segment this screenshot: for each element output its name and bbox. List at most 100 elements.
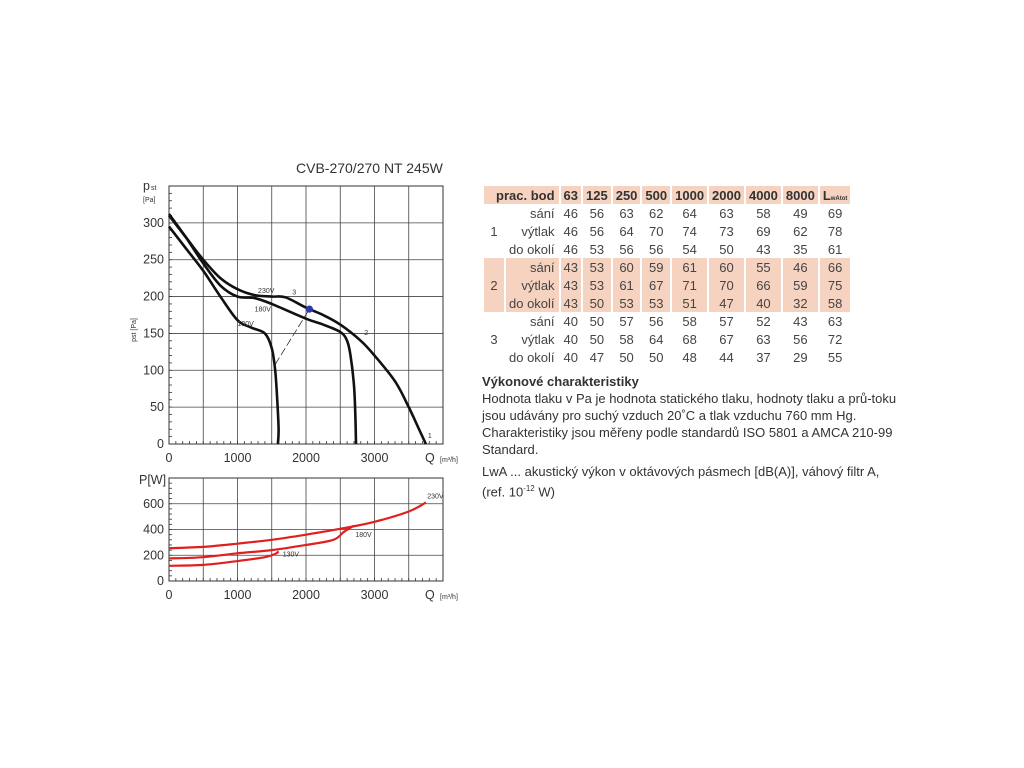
header-freq-125: 125 (583, 186, 611, 204)
table-cell: 46 (563, 223, 579, 239)
operating-point-marker (305, 305, 314, 313)
power-x-unit: [m³/h] (440, 594, 458, 601)
lw-main: L (822, 187, 831, 203)
table-row: do okolí 46 53 56 56 54 50 43 35 61 (484, 240, 850, 258)
table-cell: 68 (682, 331, 697, 347)
table-cell: 71 (672, 276, 708, 294)
table-cell: 50 (589, 313, 605, 329)
power-y-tick-label: 600 (143, 497, 164, 511)
pressure-curve-annotation: 180V (255, 306, 272, 313)
table-cell: 66 (819, 258, 851, 276)
pressure-curve-annotation: 1 (428, 433, 432, 440)
table-cell: 54 (682, 241, 697, 257)
table-cell: 60 (709, 258, 744, 276)
pressure-curve-annotation: 3 (292, 289, 296, 296)
table-cell: 56 (649, 313, 664, 329)
table-cell: 43 (560, 294, 582, 312)
table-cell: 43 (756, 241, 771, 257)
header-freq-250: 250 (612, 186, 641, 204)
row-label: do okolí (506, 294, 559, 312)
power-x-tick-label: 0 (166, 588, 173, 602)
table-cell: 73 (719, 223, 734, 239)
header-lwatot: LwAtot (819, 186, 851, 204)
table-cell: 40 (563, 313, 579, 329)
table-cell: 57 (619, 313, 634, 329)
power-y-tick-label: 400 (143, 523, 164, 537)
power-x-label: Q (425, 588, 435, 602)
power-curve-annotation: 230V (427, 494, 444, 501)
row-label: sání (529, 313, 555, 329)
power-curve-annotation: 180V (355, 532, 372, 539)
pressure-x-label: Q (425, 451, 435, 465)
power-x-tick-label: 1000 (224, 588, 252, 602)
table-cell: 50 (719, 241, 734, 257)
table-cell: 53 (612, 294, 641, 312)
pressure-x-tick-label: 3000 (361, 451, 389, 465)
table-header-row: prac. bod 63 125 250 500 1000 2000 4000 8000 LwAt… (484, 186, 851, 204)
pressure-y-label-sub: st (151, 185, 157, 192)
table-cell: 67 (642, 276, 671, 294)
pressure-y-tick-label: 300 (143, 216, 164, 230)
table-cell: 55 (827, 349, 843, 365)
group-id: 1 (490, 223, 498, 239)
table-cell: 66 (745, 276, 781, 294)
pressure-y-tick-label: 50 (150, 400, 164, 414)
notes: Výkonové charakteristiky Hodnota tlaku v… (482, 373, 902, 505)
table-cell: 56 (649, 241, 664, 257)
table-cell: 59 (642, 258, 671, 276)
pressure-curve-230v (167, 214, 428, 445)
table-cell: 60 (612, 258, 641, 276)
table-cell: 64 (619, 223, 634, 239)
table-cell: 50 (589, 331, 605, 347)
table-cell: 50 (649, 349, 664, 365)
table-cell: 43 (793, 313, 808, 329)
table-cell: 64 (682, 205, 697, 221)
notes-paragraph-2: LwA ... akustický výkon v oktávových pás… (482, 463, 902, 500)
table-cell: 58 (819, 294, 851, 312)
header-freq-63: 63 (560, 186, 582, 204)
table-cell: 53 (583, 276, 611, 294)
power-y-tick-label: 0 (157, 574, 164, 588)
table-cell: 40 (563, 331, 579, 347)
table-cell: 40 (563, 349, 579, 365)
table-cell: 62 (649, 205, 664, 221)
notes-p2-suffix: W) (534, 484, 555, 500)
pressure-y-tick-label: 200 (143, 290, 164, 304)
table-cell: 63 (756, 331, 771, 347)
table-cell: 56 (589, 223, 605, 239)
table-cell: 64 (649, 331, 664, 347)
table-row: výtlak 40 50 58 64 68 67 63 56 72 (484, 330, 850, 348)
pressure-curve-annotation: 2 (364, 330, 368, 337)
pressure-y-tick-label: 100 (143, 363, 164, 377)
table-cell: 62 (793, 223, 808, 239)
table-cell: 75 (819, 276, 851, 294)
table-row: 1 sání 46 56 63 62 64 63 58 49 69 (484, 204, 850, 239)
table-cell: 35 (793, 241, 808, 257)
pressure-y-label: p (143, 179, 150, 193)
pressure-y-tick-label: 0 (157, 437, 164, 451)
table-cell: 63 (719, 205, 734, 221)
table-cell: 61 (612, 276, 641, 294)
table-cell: 78 (827, 223, 843, 239)
table-row: 3 sání 40 50 57 56 58 57 52 43 63 (484, 312, 850, 347)
table-cell: 46 (563, 205, 579, 221)
table-cell: 58 (682, 313, 697, 329)
row-label: do okolí (509, 241, 555, 257)
notes-p2-text: LwA ... akustický výkon v oktávových pás… (482, 464, 880, 500)
table-cell: 50 (619, 349, 634, 365)
power-curve-annotation: 130V (283, 552, 300, 559)
table-cell: 61 (827, 241, 843, 257)
header-freq-2000: 2000 (709, 186, 744, 204)
header-freq-500: 500 (642, 186, 671, 204)
header-freq-1000: 1000 (672, 186, 708, 204)
table-cell: 48 (682, 349, 697, 365)
table-cell: 69 (756, 223, 771, 239)
pressure-y-axis-title: pst [Pa] (131, 318, 138, 342)
row-label: sání (506, 258, 559, 276)
pressure-curve-annotation: 130V (238, 321, 255, 328)
table-cell: 72 (827, 331, 843, 347)
table-cell: 67 (719, 331, 734, 347)
table-cell: 51 (672, 294, 708, 312)
table-cell: 50 (583, 294, 611, 312)
